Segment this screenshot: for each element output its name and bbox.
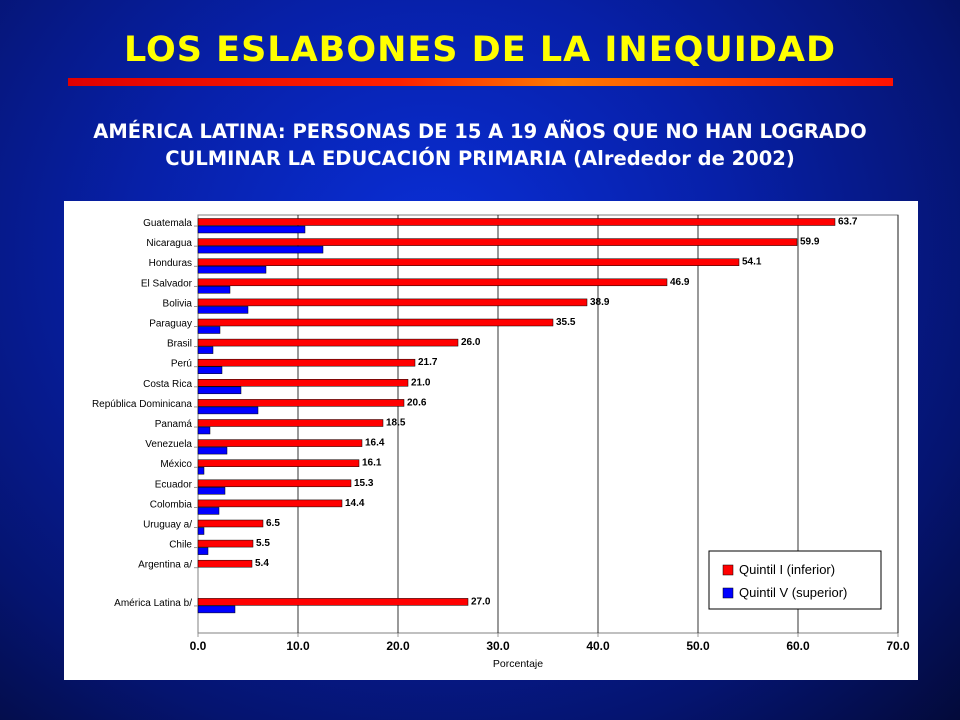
x-tick-label: 70.0 (886, 639, 910, 653)
data-label: 5.4 (255, 558, 269, 569)
bar-quintil-v (197, 406, 259, 415)
category-label: Uruguay a/ (143, 520, 192, 531)
category-label: Nicaragua (146, 238, 192, 249)
data-label: 16.4 (365, 438, 385, 449)
bar-quintil-i (197, 399, 405, 407)
legend-label-quintil-i: Quintil I (inferior) (739, 562, 835, 577)
bar-quintil-i (197, 499, 343, 508)
legend-label-quintil-v: Quintil V (superior) (739, 585, 847, 600)
category-label: Argentina a/ (138, 560, 192, 571)
x-axis-label: Porcentaje (493, 658, 543, 670)
category-label: Ecuador (155, 479, 193, 490)
data-label: 46.9 (670, 277, 690, 288)
data-label: 59.9 (800, 237, 820, 248)
category-label: Guatemala (143, 218, 192, 229)
bar-quintil-v (197, 507, 220, 515)
category-label: México (160, 459, 192, 470)
bar-quintil-v (197, 346, 214, 354)
bar-quintil-i (197, 258, 740, 266)
bar-quintil-i (197, 459, 360, 467)
category-label: Panamá (155, 419, 193, 430)
data-label: 18.5 (386, 418, 406, 429)
title-underline (68, 78, 893, 86)
x-tick-label: 10.0 (286, 639, 310, 653)
bar-quintil-v (197, 605, 236, 614)
data-label: 54.1 (742, 257, 762, 268)
x-tick-label: 30.0 (486, 639, 510, 653)
x-tick-label: 50.0 (686, 639, 710, 653)
data-label: 15.3 (354, 478, 374, 489)
slide-title: LOS ESLABONES DE LA INEQUIDAD (123, 30, 837, 70)
x-tick-label: 60.0 (786, 639, 810, 653)
bar-quintil-v (197, 366, 223, 374)
x-tick-label: 0.0 (190, 639, 207, 653)
bar-chart: 63.7 Guatemala 59.9 Nicaragua 54.1 Honduras 46… (92, 214, 910, 670)
data-label: 38.9 (590, 297, 610, 308)
data-label: 27.0 (471, 596, 491, 607)
bar-quintil-i (197, 238, 798, 246)
bar-quintil-i (197, 559, 253, 568)
bar-quintil-v (197, 386, 242, 395)
bar-quintil-i (197, 519, 264, 528)
bar-quintil-v (197, 466, 205, 475)
data-label: 21.7 (418, 357, 438, 368)
data-label: 21.0 (411, 377, 431, 388)
bar-quintil-v (197, 286, 231, 294)
category-label: El Salvador (141, 278, 193, 289)
data-label: 6.5 (266, 518, 280, 529)
legend-swatch-quintil-i (722, 564, 734, 576)
bar-quintil-v (197, 245, 324, 254)
category-label: Honduras (149, 258, 192, 269)
data-label: 20.6 (407, 397, 427, 408)
category-label: Venezuela (145, 439, 192, 450)
slide-subtitle: AMÉRICA LATINA: PERSONAS DE 15 A 19 AÑOS… (0, 118, 960, 172)
bar-quintil-v (197, 527, 205, 535)
bar-quintil-i (197, 278, 668, 287)
chart-panel: 63.7 Guatemala 59.9 Nicaragua 54.1 Honduras 46… (64, 201, 918, 680)
category-label: Bolivia (163, 298, 193, 309)
category-label: Brasil (167, 339, 192, 350)
bar-quintil-i (197, 338, 459, 347)
bar-quintil-v (197, 547, 209, 555)
category-label: Perú (171, 359, 192, 370)
category-label: Paraguay (149, 319, 192, 330)
data-label: 26.0 (461, 337, 481, 348)
category-label: República Dominicana (92, 399, 192, 410)
category-label: América Latina b/ (114, 598, 192, 609)
legend-box (708, 550, 882, 610)
bar-quintil-i (197, 598, 469, 606)
subtitle-line-1: AMÉRICA LATINA: PERSONAS DE 15 A 19 AÑOS… (93, 120, 867, 143)
data-label: 63.7 (838, 217, 858, 228)
bar-quintil-v (197, 426, 211, 435)
bar-quintil-i (197, 318, 554, 327)
data-label: 16.1 (362, 458, 382, 469)
x-tick-label: 20.0 (386, 639, 410, 653)
data-label: 35.5 (556, 317, 576, 328)
subtitle-line-2: CULMINAR LA EDUCACIÓN PRIMARIA (Alrededo… (165, 147, 795, 170)
category-label: Colombia (150, 499, 193, 510)
bar-quintil-v (197, 265, 267, 274)
legend-swatch-quintil-v (722, 587, 734, 599)
category-label: Costa Rica (143, 379, 192, 390)
bar-quintil-v (197, 326, 221, 334)
data-label: 5.5 (256, 538, 270, 549)
bar-quintil-v (197, 487, 226, 495)
bar-quintil-v (197, 446, 228, 455)
bar-quintil-i (197, 419, 384, 427)
bar-quintil-v (197, 306, 249, 314)
bar-quintil-i (197, 479, 352, 488)
bar-quintil-v (197, 225, 306, 234)
x-tick-label: 40.0 (586, 639, 610, 653)
bar-quintil-i (197, 218, 836, 226)
bar-quintil-i (197, 298, 588, 307)
bar-quintil-i (197, 358, 416, 367)
data-label: 14.4 (345, 498, 365, 509)
bar-quintil-i (197, 439, 363, 447)
bar-quintil-i (197, 539, 254, 548)
bar-quintil-i (197, 379, 409, 387)
category-label: Chile (169, 540, 192, 551)
